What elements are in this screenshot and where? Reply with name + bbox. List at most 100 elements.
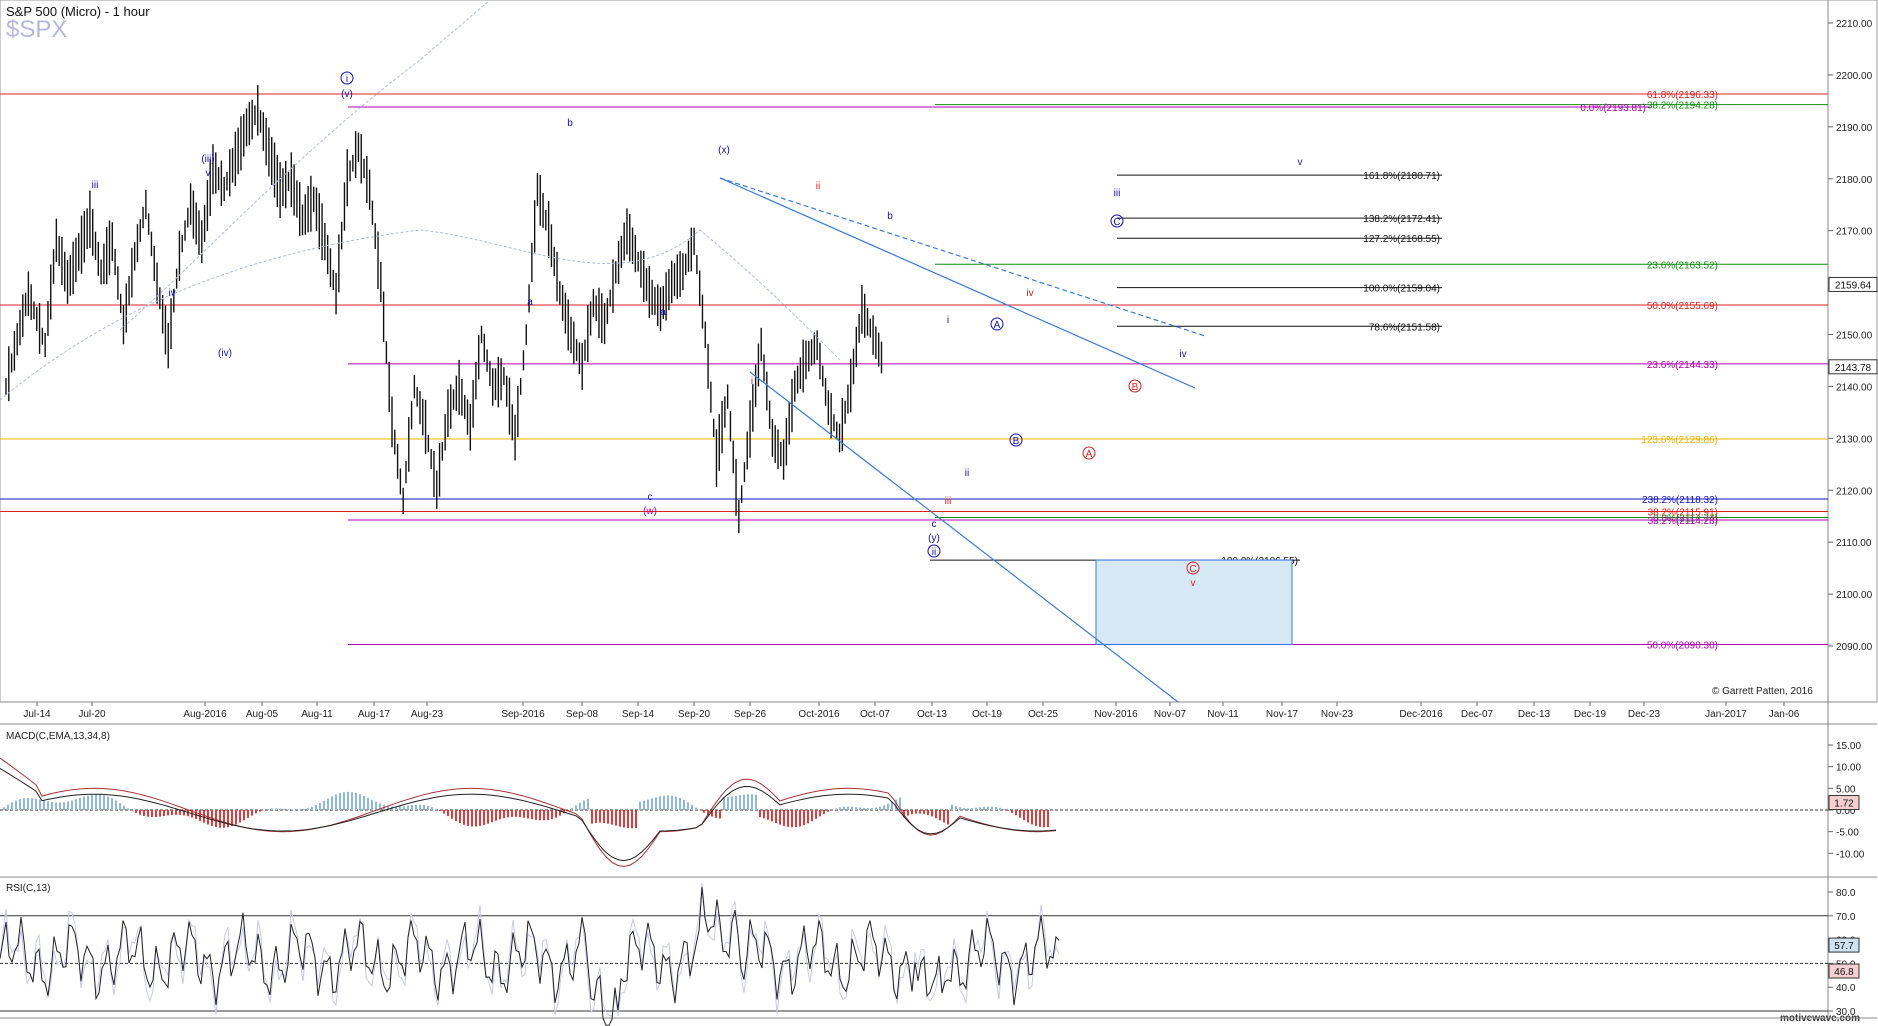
wave-label-10: (w) xyxy=(643,506,657,517)
wave-circle xyxy=(1110,214,1124,228)
price-tag-box-1 xyxy=(1828,359,1878,375)
x-tick-label-3: Aug-05 xyxy=(246,709,279,720)
level-label-9: 78.6%(2151.58) xyxy=(1369,322,1440,333)
rsi-line xyxy=(0,887,1060,1026)
wave-label-3: (iii) xyxy=(201,154,214,165)
x-tick-label-21: Nov-23 xyxy=(1321,709,1354,720)
wave-circle xyxy=(990,317,1004,331)
copyright-text: © Garrett Patten, 2016 xyxy=(1712,686,1813,697)
wave-label-9: c xyxy=(648,492,653,503)
price-tag-box-0 xyxy=(1828,276,1878,292)
wave-label-8: a xyxy=(527,297,533,308)
price-axis: 2090.00 2100.00 2110.00 2120.00 2130.00 2140.… xyxy=(1828,19,1878,653)
x-tick-label-9: Sep-14 xyxy=(622,709,655,720)
level-label-2: 0.0%(2193.81) xyxy=(1580,103,1646,114)
level-label-13: 38.2%(2115.91) xyxy=(1648,507,1718,518)
macd-last-box xyxy=(1828,795,1860,811)
macd-tick-label-2: 5.00 xyxy=(1836,784,1856,795)
rsi-tag-0: 57.7 xyxy=(1834,941,1854,952)
y-tick-label-5: 2140.00 xyxy=(1836,382,1873,393)
rsi-label: RSI(C,13) xyxy=(6,883,51,894)
y-tick-label-6: 2150.00 xyxy=(1836,331,1873,342)
y-tick-label-10: 2190.00 xyxy=(1836,123,1873,134)
wave-label-25: iii xyxy=(1114,188,1121,199)
wave-label-15: i xyxy=(751,376,753,387)
ma-short xyxy=(0,229,841,401)
y-tick-label-1: 2100.00 xyxy=(1836,590,1873,601)
wave-label-32: v xyxy=(1191,578,1196,589)
fib-levels: 61.8%(2196.33)38.2%(2194.28)0.0%(2193.81… xyxy=(0,90,1828,651)
x-tick-label-16: Oct-25 xyxy=(1028,709,1058,720)
wave-label-12: ii xyxy=(816,181,820,192)
x-tick-label-20: Nov-17 xyxy=(1266,709,1299,720)
wave-label-22: c xyxy=(932,519,937,530)
level-label-0: 61.8%(2196.33) xyxy=(1647,90,1718,101)
level-label-6: 23.6%(2163.52) xyxy=(1647,260,1718,271)
wave-label-1: (v) xyxy=(341,89,353,100)
macd-tick-label-5: -10.00 xyxy=(1836,849,1865,860)
macd-last-value: 1.72 xyxy=(1834,799,1854,810)
y-tick-label-9: 2180.00 xyxy=(1836,175,1873,186)
x-tick-label-19: Nov-11 xyxy=(1207,709,1239,720)
macd-label: MACD(C,EMA,13,34,8) xyxy=(6,731,110,742)
wave-label-17: iv xyxy=(1026,288,1033,299)
wave-circle xyxy=(927,544,941,558)
rsi-tick-label-0: 80.0 xyxy=(1836,888,1856,899)
wave-label-11: (x) xyxy=(718,145,730,156)
wave-label-5: iv xyxy=(168,288,175,299)
x-tick-label-15: Oct-19 xyxy=(972,709,1002,720)
y-tick-label-12: 2210.00 xyxy=(1836,19,1873,30)
wave-label-7: b xyxy=(567,118,573,129)
y-tick-label-4: 2130.00 xyxy=(1836,434,1873,445)
level-label-14: 0.0%(2114.74) xyxy=(1653,514,1718,525)
x-tick-label-4: Aug-11 xyxy=(301,709,333,720)
macd-tick-label-0: 15.00 xyxy=(1836,741,1861,752)
overlays: i(v)iii(iii)viv(iv)bac(w)(x)iibaiiivABii… xyxy=(0,0,1303,703)
x-tick-label-2: Aug-2016 xyxy=(183,709,227,720)
trendline-lower xyxy=(749,371,1179,703)
level-label-3: 161.8%(2180.71) xyxy=(1363,171,1440,182)
x-tick-label-12: Oct-2016 xyxy=(798,709,840,720)
rsi-tick-label-4: 40.0 xyxy=(1836,983,1856,994)
rsi-tag-1: 46.8 xyxy=(1834,967,1854,978)
rsi-tick-label-1: 70.0 xyxy=(1836,912,1856,923)
level-label-7: 100.0%(2159.04) xyxy=(1363,284,1440,295)
rsi-tag-box-0 xyxy=(1828,937,1860,953)
x-tick-label-17: Nov-2016 xyxy=(1094,709,1138,720)
wave-label-29: B xyxy=(1132,382,1139,393)
trendline-upper xyxy=(719,177,1196,389)
y-tick-label-0: 2090.00 xyxy=(1836,642,1873,653)
rsi-smooth-line xyxy=(0,882,1060,1017)
wave-circle xyxy=(1128,379,1142,393)
x-tick-label-5: Aug-17 xyxy=(358,709,391,720)
wave-label-31: C xyxy=(1189,564,1196,575)
level-label-17: 50.0%(2090.30) xyxy=(1647,640,1718,651)
candles xyxy=(5,85,883,534)
trendline-dashed xyxy=(719,177,1206,337)
wave-label-2: iii xyxy=(92,180,99,191)
y-tick-label-8: 2170.00 xyxy=(1836,227,1873,238)
macd-line xyxy=(0,767,1057,862)
x-tick-label-7: Sep-2016 xyxy=(501,709,545,720)
wave-label-19: B xyxy=(1013,436,1020,447)
x-tick-label-23: Dec-07 xyxy=(1461,709,1494,720)
price-tag-1: 2143.78 xyxy=(1835,363,1872,374)
wave-circle xyxy=(1186,561,1200,575)
y-tick-label-11: 2200.00 xyxy=(1836,71,1873,82)
wave-circle xyxy=(340,71,354,85)
wave-label-21: iii xyxy=(945,496,952,507)
wave-label-18: A xyxy=(994,320,1001,331)
rsi-tag-box-1 xyxy=(1828,963,1860,979)
wave-label-0: i xyxy=(346,74,348,85)
level-label-8: 50.0%(2155.69) xyxy=(1647,301,1718,312)
macd-tick-label-4: -5.00 xyxy=(1836,828,1859,839)
wave-label-6: (iv) xyxy=(218,348,232,359)
level-label-11: 123.6%(2129.86) xyxy=(1641,435,1718,446)
wave-circle xyxy=(1082,446,1096,460)
level-label-4: 138.2%(2172.41) xyxy=(1363,214,1440,225)
wave-label-14: a xyxy=(660,307,666,318)
x-tick-label-10: Sep-20 xyxy=(678,709,711,720)
wave-label-4: v xyxy=(206,168,211,179)
wave-label-16: i xyxy=(947,315,949,326)
